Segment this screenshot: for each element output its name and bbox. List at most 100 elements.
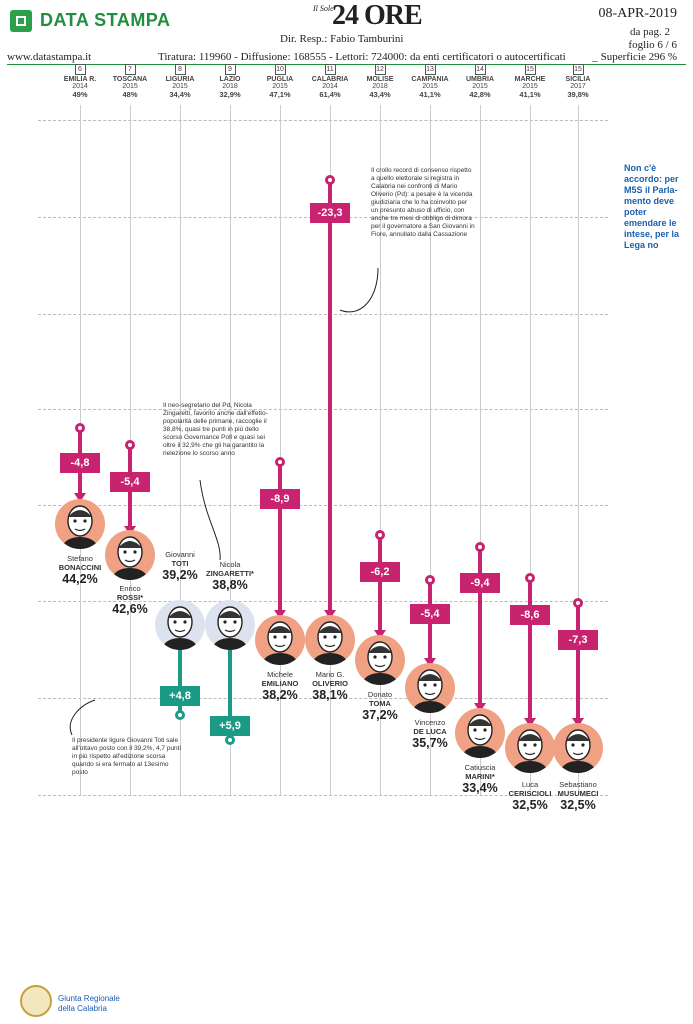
- side-note: Non c'è accordo: per M5S il Parla-mento …: [624, 163, 680, 250]
- delta-label: -8,6: [510, 605, 550, 625]
- region-turnout: 43,4%: [369, 90, 391, 99]
- portrait-icon: [211, 606, 249, 650]
- stem-knob: [375, 530, 385, 540]
- region-column-header: 6 EMILIA R. 2014 49%: [55, 64, 105, 99]
- candidate-portrait: [205, 600, 255, 650]
- column-number: 13: [424, 64, 436, 75]
- candidate-portrait: [553, 723, 603, 773]
- grid-line: [38, 795, 608, 796]
- delta-label: +5,9: [210, 716, 250, 736]
- region-year: 2015: [272, 83, 288, 90]
- region-column-header: 9 LAZIO 2018 32,9%: [205, 64, 255, 99]
- region-name: UMBRIA: [466, 76, 494, 83]
- region-year: 2018: [222, 83, 238, 90]
- stem-knob: [573, 598, 583, 608]
- portrait-icon: [411, 669, 449, 713]
- region-name: LAZIO: [219, 76, 241, 83]
- region-name: TOSCANA: [112, 76, 148, 83]
- arrow-down-icon: [374, 630, 386, 639]
- candidate-portrait: [405, 663, 455, 713]
- candidate-portrait: [55, 499, 105, 549]
- candidate-name: Nicola ZINGARETTI*: [200, 560, 260, 578]
- candidate-approval: 39,2%: [162, 568, 198, 582]
- portrait-icon: [61, 505, 99, 549]
- delta-label: -23,3: [310, 203, 350, 223]
- footer-line-1: Giunta Regionale: [58, 994, 120, 1003]
- candidate-approval: 44,2%: [62, 572, 98, 586]
- candidate-name: Luca CERISCIOLI: [500, 780, 560, 798]
- column-guide: [180, 105, 181, 795]
- delta-stem: [528, 578, 532, 720]
- candidate-name: Catiuscia MARINI*: [450, 763, 510, 781]
- candidate-last-name: CERISCIOLI: [508, 789, 552, 798]
- column-guide: [280, 105, 281, 795]
- region-year: 2014: [322, 83, 338, 90]
- candidate-portrait: [355, 635, 405, 685]
- region-column-header: 14 UMBRIA 2015 42,8%: [455, 64, 505, 99]
- candidate-name: Donato TOMA: [350, 690, 410, 708]
- region-turnout: 48%: [122, 90, 138, 99]
- candidate-first-name: Donato: [367, 690, 393, 699]
- delta-label: -9,4: [460, 573, 500, 593]
- region-name: CALABRIA: [311, 76, 349, 83]
- candidate-approval: 35,7%: [412, 736, 448, 750]
- delta-label: -4,8: [60, 453, 100, 473]
- grid-line: [38, 505, 608, 506]
- candidate-first-name: Mario G.: [315, 670, 345, 679]
- region-year: 2015: [522, 83, 538, 90]
- candidate-name: Mario G. OLIVERIO: [300, 670, 360, 688]
- region-turnout: 39,8%: [567, 90, 589, 99]
- paper-name-small: Il Sole: [313, 4, 334, 13]
- region-name: LIGURIA: [165, 76, 195, 83]
- candidate-name: Stefano BONACCINI: [50, 554, 110, 572]
- column-number: 15: [572, 64, 584, 75]
- sheet-number: foglio 6 / 6: [628, 39, 677, 51]
- delta-label: -5,4: [410, 604, 450, 624]
- grid-line: [38, 601, 608, 602]
- region-column-header: 12 MOLISE 2018 43,4%: [355, 64, 405, 99]
- region-turnout: 41,1%: [519, 90, 541, 99]
- column-number: 6: [74, 64, 86, 75]
- candidate-portrait: [105, 530, 155, 580]
- region-year: 2015: [122, 83, 138, 90]
- candidate-approval: 32,5%: [560, 798, 596, 812]
- header-divider: [7, 64, 686, 65]
- circulation-info: Tiratura: 119960 - Diffusione: 168555 - …: [158, 51, 566, 63]
- portrait-icon: [559, 729, 597, 773]
- stem-knob: [325, 175, 335, 185]
- candidate-name: Vincenzo DE LUCA: [400, 718, 460, 736]
- grid-line: [38, 314, 608, 315]
- site-link[interactable]: www.datastampa.it: [7, 51, 92, 63]
- delta-label: +4,8: [160, 686, 200, 706]
- column-guide: [578, 105, 579, 795]
- region-column-header: 15 MARCHE 2015 41,1%: [505, 64, 555, 99]
- candidate-last-name: ROSSI*: [116, 593, 144, 602]
- candidate-name: Giovanni TOTI: [150, 550, 210, 568]
- region-column-header: 10 PUGLIA 2015 47,1%: [255, 64, 305, 99]
- region-year: 2015: [422, 83, 438, 90]
- column-number: 10: [274, 64, 286, 75]
- arrow-down-icon: [524, 718, 536, 727]
- region-name: MOLISE: [366, 76, 394, 83]
- region-column-header: 11 CALABRIA 2014 61,4%: [305, 64, 355, 99]
- candidate-approval: 37,2%: [362, 708, 398, 722]
- candidate-last-name: OLIVERIO: [312, 679, 348, 688]
- portrait-icon: [111, 536, 149, 580]
- arrow-down-icon: [572, 718, 584, 727]
- region-turnout: 42,8%: [469, 90, 491, 99]
- region-turnout: 47,1%: [269, 90, 291, 99]
- region-turnout: 41,1%: [419, 90, 441, 99]
- issue-date: 08-APR-2019: [598, 6, 677, 21]
- candidate-approval: 38,8%: [212, 578, 248, 592]
- stem-knob: [525, 573, 535, 583]
- region-year: 2015: [172, 83, 188, 90]
- arrow-down-icon: [74, 493, 86, 502]
- arrow-down-icon: [474, 703, 486, 712]
- footer-line-2: della Calabria: [58, 1004, 107, 1013]
- column-number: 8: [174, 64, 186, 75]
- column-guide: [530, 105, 531, 795]
- candidate-first-name: Michele: [267, 670, 293, 679]
- candidate-approval: 32,5%: [512, 798, 548, 812]
- candidate-first-name: Stefano: [67, 554, 93, 563]
- candidate-last-name: MARINI*: [465, 772, 495, 781]
